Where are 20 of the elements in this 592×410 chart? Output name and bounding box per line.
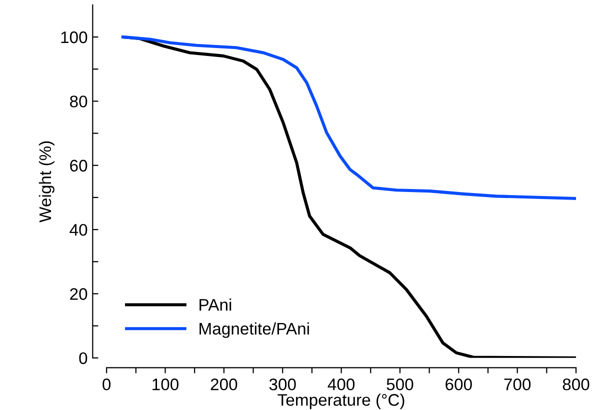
x-tick-label: 100 <box>152 378 178 390</box>
x-tick-label: 600 <box>446 378 472 390</box>
y-tick-label: 60 <box>70 160 88 172</box>
x-tick-label: 500 <box>386 378 414 390</box>
legend-label: PAni <box>200 298 232 311</box>
y-tick-label: 20 <box>70 288 88 300</box>
x-tick-label: 400 <box>328 378 355 390</box>
x-tick-label: 0 <box>102 378 111 390</box>
y-tick-label: 80 <box>70 96 88 108</box>
y-tick-label: 0 <box>79 352 88 364</box>
y-tick-label: 100 <box>61 31 88 44</box>
x-tick-label: 300 <box>269 378 296 390</box>
y-tick-label: 40 <box>70 224 88 236</box>
line-series <box>121 35 576 200</box>
y-axis-title: Weight (%) <box>38 141 54 222</box>
x-tick-label: 800 <box>562 378 590 390</box>
legend-label: Magnetite/PAni <box>200 322 309 338</box>
x-tick-label: 200 <box>210 378 238 390</box>
x-tick-label: 700 <box>504 378 531 390</box>
x-axis-title: Temperature (°C) <box>278 394 404 410</box>
